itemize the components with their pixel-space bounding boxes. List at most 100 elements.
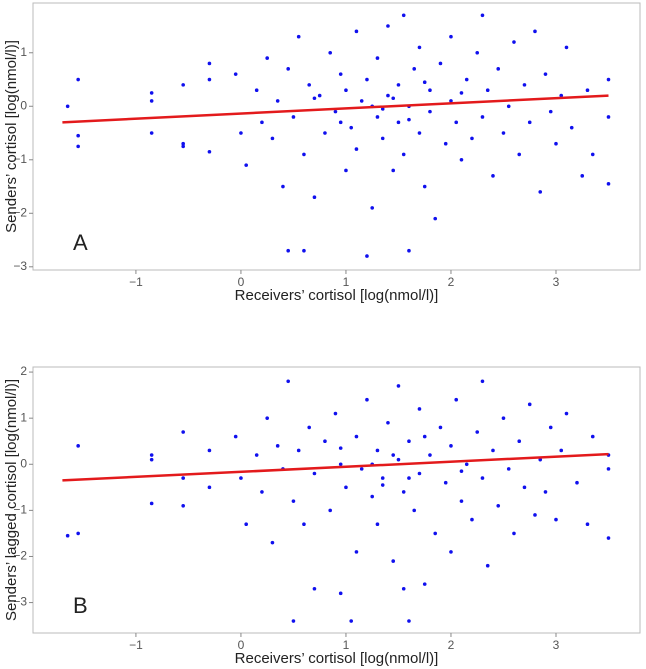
data-point (207, 77, 212, 82)
data-point (428, 109, 432, 114)
data-point (590, 152, 595, 157)
data-point (181, 430, 185, 434)
data-point (149, 91, 154, 95)
data-point (480, 476, 485, 480)
data-point (344, 88, 348, 93)
data-point (543, 72, 548, 76)
data-point (270, 540, 275, 545)
data-point (338, 591, 343, 596)
regression-line (62, 452, 609, 482)
data-point (391, 96, 396, 101)
data-point (317, 93, 322, 98)
data-point (386, 24, 390, 28)
data-point (480, 13, 485, 18)
data-point (380, 107, 385, 111)
data-point (265, 56, 269, 60)
data-point (606, 182, 611, 186)
data-point (181, 503, 185, 508)
data-point (422, 582, 427, 586)
data-point (449, 34, 453, 39)
x-tick-label: 1 (343, 275, 350, 289)
data-point (149, 99, 154, 103)
data-point (291, 619, 296, 623)
x-axis-title: Receivers’ cortisol [log(nmol/l)] (235, 287, 439, 304)
data-point (606, 77, 611, 82)
data-point (286, 379, 290, 384)
panel-label: A (73, 230, 88, 255)
data-point (181, 141, 185, 146)
data-point (470, 517, 474, 522)
data-point (76, 531, 80, 536)
data-point (181, 144, 185, 149)
data-point (548, 425, 553, 430)
data-point (480, 115, 485, 119)
data-point (391, 559, 396, 563)
data-point (580, 174, 585, 178)
data-point (407, 619, 411, 623)
data-point (338, 446, 343, 450)
data-point (207, 61, 212, 66)
data-point (291, 115, 296, 119)
data-point (459, 157, 464, 162)
data-point (344, 485, 348, 490)
data-point (449, 550, 453, 554)
data-point (396, 120, 401, 125)
data-point (365, 77, 369, 82)
data-point (538, 457, 543, 462)
data-point (401, 586, 406, 591)
y-tick-label: −1 (13, 503, 27, 517)
panel: −1 0 1 2 3 −3 −2 −1 0 1 2 B Receivers’ cortisol [log… (3, 364, 641, 667)
data-point (344, 168, 348, 173)
data-point (375, 115, 380, 119)
data-point (417, 471, 422, 476)
data-point (433, 531, 438, 536)
data-point (428, 453, 432, 457)
x-axis-title: Receivers’ cortisol [log(nmol/l)] (235, 650, 439, 667)
data-point (506, 467, 511, 471)
x-tick-label: 1 (343, 638, 350, 652)
x-tick-label: 3 (553, 638, 560, 652)
data-point (323, 131, 327, 135)
data-point (407, 117, 411, 122)
data-point (307, 425, 311, 430)
data-point (454, 120, 459, 125)
x-tick-label: 2 (448, 275, 455, 289)
data-point (401, 490, 406, 494)
data-point (422, 184, 427, 189)
data-point (464, 462, 469, 467)
data-point (564, 411, 569, 416)
data-point (149, 457, 154, 462)
data-point (491, 448, 495, 453)
data-point (286, 67, 290, 71)
data-point (312, 96, 317, 101)
data-point (422, 80, 427, 84)
data-point (585, 522, 590, 527)
plot-frame (32, 2, 641, 271)
data-point (391, 453, 396, 457)
y-tick-label: −3 (13, 259, 27, 273)
x-tick-label: −1 (129, 638, 143, 652)
data-point (244, 163, 248, 167)
data-point (606, 115, 611, 119)
data-point (538, 190, 543, 194)
data-point (454, 397, 459, 402)
y-tick-label: 1 (20, 45, 27, 59)
data-point (312, 586, 317, 591)
data-point (239, 476, 243, 480)
data-point (265, 416, 269, 420)
data-point (564, 45, 569, 50)
data-point (302, 152, 306, 157)
data-point (433, 216, 438, 221)
data-point (375, 522, 380, 527)
data-point (207, 149, 212, 154)
data-point (443, 141, 448, 146)
data-point (559, 93, 564, 98)
data-point (496, 67, 501, 71)
data-point (438, 425, 443, 430)
x-tick-label: 2 (448, 638, 455, 652)
data-point (407, 476, 411, 480)
data-point (554, 517, 558, 522)
data-point (396, 457, 401, 462)
data-point (149, 501, 154, 506)
data-point (464, 77, 469, 82)
